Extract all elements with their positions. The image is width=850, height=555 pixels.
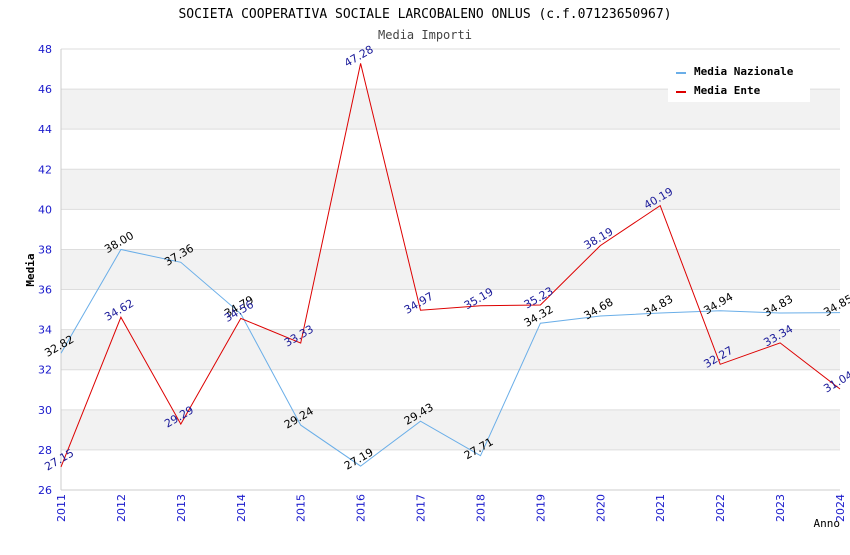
legend: Media Nazionale Media Ente [668, 60, 810, 102]
series-line-media-nazionale [60, 248, 841, 467]
data-label: 34.94 [702, 290, 736, 317]
y-tick-label: 30 [38, 404, 52, 417]
series-line-media-ente [60, 63, 841, 468]
axes [60, 49, 840, 491]
legend-box [668, 60, 810, 102]
grid-band [61, 329, 840, 370]
data-label: 38.19 [582, 225, 616, 252]
x-tick-label: 2013 [175, 494, 188, 522]
x-tick-label: 2016 [355, 494, 368, 522]
y-tick-label: 38 [38, 243, 52, 256]
grid-bands [61, 89, 840, 450]
x-tick-labels: 2011 2012 2013 2014 2015 2016 2017 2018 2019 2020… [55, 494, 847, 522]
y-tick-label: 32 [38, 364, 52, 377]
y-tick-label: 48 [38, 43, 52, 56]
chart-title: SOCIETA COOPERATIVA SOCIALE LARCOBALENO … [178, 7, 671, 22]
y-tick-label: 40 [38, 203, 52, 216]
data-label: 34.83 [642, 292, 676, 319]
y-axis-label: Media [24, 253, 37, 286]
x-tick-label: 2023 [774, 494, 787, 522]
y-tick-label: 44 [38, 123, 52, 136]
x-tick-label: 2011 [55, 494, 68, 522]
grid-band [61, 169, 840, 210]
legend-label-media-ente: Media Ente [694, 84, 761, 97]
data-label: 47.28 [342, 43, 376, 70]
x-tick-label: 2020 [594, 494, 607, 522]
data-label: 34.85 [821, 292, 850, 319]
grid-band [61, 409, 840, 450]
grid-band [61, 249, 840, 290]
y-tick-labels: 26 28 30 32 34 36 38 40 42 44 46 48 [38, 43, 52, 497]
legend-label-media-nazionale: Media Nazionale [694, 65, 794, 78]
x-tick-label: 2015 [295, 494, 308, 522]
y-tick-label: 26 [38, 484, 52, 497]
x-tick-label: 2024 [834, 494, 847, 522]
x-tick-label: 2018 [474, 494, 487, 522]
data-label: 34.97 [402, 290, 436, 317]
x-tick-label: 2012 [115, 494, 128, 522]
x-axis-label: Anno [814, 517, 841, 530]
y-tick-label: 34 [38, 324, 52, 337]
series-lines [60, 63, 841, 468]
data-label: 31.04 [821, 368, 850, 395]
data-label: 34.68 [582, 295, 616, 322]
x-tick-label: 2019 [534, 494, 547, 522]
y-tick-label: 46 [38, 83, 52, 96]
y-tick-label: 42 [38, 163, 52, 176]
x-tick-label: 2017 [415, 494, 428, 522]
data-label: 34.62 [102, 297, 136, 324]
x-tick-label: 2021 [654, 494, 667, 522]
y-tick-label: 28 [38, 444, 52, 457]
x-tick-label: 2022 [714, 494, 727, 522]
chart-subtitle: Media Importi [378, 28, 472, 42]
data-label: 34.83 [761, 292, 795, 319]
y-tick-label: 36 [38, 284, 52, 297]
x-tick-label: 2014 [235, 494, 248, 522]
